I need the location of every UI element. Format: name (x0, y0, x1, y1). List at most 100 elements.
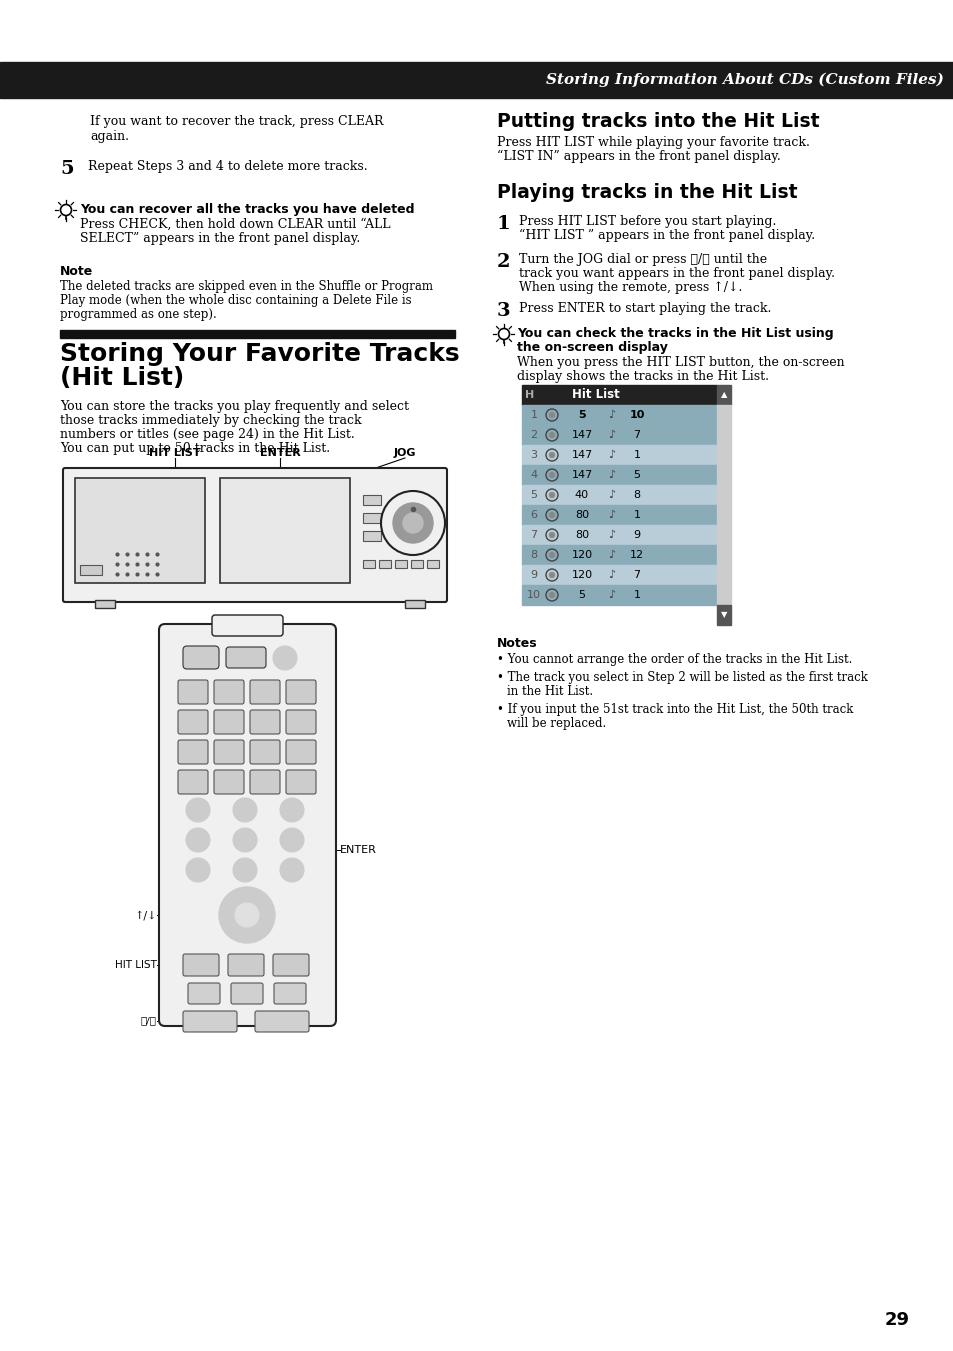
Text: Press HIT LIST while playing your favorite track.: Press HIT LIST while playing your favori… (497, 136, 809, 149)
FancyBboxPatch shape (212, 615, 283, 636)
Bar (521, 526, 717, 544)
FancyBboxPatch shape (254, 1011, 309, 1032)
Text: ♪: ♪ (608, 509, 615, 520)
Bar (521, 544, 717, 565)
Text: Storing Information About CDs (Custom Files): Storing Information About CDs (Custom Fi… (545, 73, 943, 88)
Bar (521, 444, 717, 465)
FancyBboxPatch shape (178, 680, 208, 704)
Text: 2: 2 (530, 430, 537, 440)
Text: 5: 5 (633, 470, 639, 480)
FancyBboxPatch shape (231, 984, 263, 1004)
Text: Storing Your Favorite Tracks: Storing Your Favorite Tracks (60, 342, 459, 366)
FancyBboxPatch shape (250, 740, 280, 765)
Bar (60, 330, 455, 338)
FancyBboxPatch shape (178, 740, 208, 765)
Text: 7: 7 (633, 430, 639, 440)
Text: 147: 147 (571, 470, 592, 480)
Circle shape (280, 828, 304, 852)
Text: HIT LIST: HIT LIST (149, 449, 200, 458)
Text: ⏮/⏭: ⏮/⏭ (141, 1016, 157, 1025)
Text: 120: 120 (571, 550, 592, 561)
Text: Press HIT LIST before you start playing.: Press HIT LIST before you start playing. (518, 215, 776, 228)
Text: Turn the JOG dial or press ⏮/⏭ until the: Turn the JOG dial or press ⏮/⏭ until the (518, 253, 766, 266)
Text: Repeat Steps 3 and 4 to delete more tracks.: Repeat Steps 3 and 4 to delete more trac… (88, 159, 367, 173)
Circle shape (186, 828, 210, 852)
Circle shape (393, 503, 433, 543)
Bar (363, 513, 380, 523)
Circle shape (280, 858, 304, 882)
Text: again.: again. (90, 130, 129, 143)
FancyBboxPatch shape (213, 711, 244, 734)
Text: track you want appears in the front panel display.: track you want appears in the front pane… (518, 267, 834, 280)
FancyBboxPatch shape (273, 954, 309, 975)
Bar (521, 485, 717, 505)
Bar (363, 531, 380, 540)
Text: 3: 3 (530, 450, 537, 459)
Bar (378, 561, 391, 567)
Bar (220, 478, 350, 584)
Bar (717, 405, 730, 426)
Text: 4: 4 (530, 470, 537, 480)
Bar (75, 478, 205, 584)
Text: ENTER: ENTER (339, 844, 376, 855)
Bar (717, 465, 730, 485)
Circle shape (186, 858, 210, 882)
Text: numbers or titles (see page 24) in the Hit List.: numbers or titles (see page 24) in the H… (60, 428, 355, 440)
Text: You can store the tracks you play frequently and select: You can store the tracks you play freque… (60, 400, 409, 413)
Text: ♪: ♪ (608, 409, 615, 420)
Bar (521, 565, 717, 585)
Bar (0, 62, 953, 99)
Text: “HIT LIST ” appears in the front panel display.: “HIT LIST ” appears in the front panel d… (518, 230, 814, 242)
Text: Hit List: Hit List (572, 389, 619, 401)
Circle shape (233, 858, 256, 882)
Text: JOG: JOG (394, 449, 416, 458)
Text: 12: 12 (629, 550, 643, 561)
Circle shape (549, 453, 554, 458)
Text: 1: 1 (633, 450, 639, 459)
FancyBboxPatch shape (286, 740, 315, 765)
Bar (717, 565, 730, 585)
Bar (717, 505, 730, 526)
Text: 7: 7 (633, 570, 639, 580)
Text: display shows the tracks in the Hit List.: display shows the tracks in the Hit List… (517, 370, 768, 382)
Text: 5: 5 (578, 590, 585, 600)
Bar (717, 585, 730, 605)
Bar (405, 600, 424, 608)
Text: 40: 40 (575, 490, 588, 500)
Text: Notes: Notes (497, 638, 537, 650)
Text: ↑/↓: ↑/↓ (134, 911, 157, 920)
Text: 80: 80 (575, 530, 588, 540)
Text: 1: 1 (530, 409, 537, 420)
Circle shape (402, 513, 422, 534)
Text: ▲: ▲ (720, 390, 726, 400)
Bar (521, 465, 717, 485)
Bar (717, 605, 730, 626)
Text: 1: 1 (497, 215, 510, 232)
Bar (717, 526, 730, 544)
Text: You can check the tracks in the Hit List using: You can check the tracks in the Hit List… (517, 327, 833, 340)
FancyBboxPatch shape (286, 770, 315, 794)
Text: 5: 5 (530, 490, 537, 500)
Text: 9: 9 (633, 530, 639, 540)
Bar (363, 494, 380, 505)
Text: 10: 10 (629, 409, 644, 420)
Text: 5: 5 (578, 409, 585, 420)
FancyBboxPatch shape (178, 711, 208, 734)
Text: You can recover all the tracks you have deleted: You can recover all the tracks you have … (80, 203, 414, 216)
Text: 3: 3 (497, 303, 510, 320)
Circle shape (273, 646, 296, 670)
FancyBboxPatch shape (226, 647, 266, 667)
FancyBboxPatch shape (274, 984, 306, 1004)
Text: those tracks immediately by checking the track: those tracks immediately by checking the… (60, 413, 361, 427)
Circle shape (549, 573, 554, 577)
Text: 9: 9 (530, 570, 537, 580)
FancyBboxPatch shape (250, 770, 280, 794)
Text: The deleted tracks are skipped even in the Shuffle or Program: The deleted tracks are skipped even in t… (60, 280, 433, 293)
FancyBboxPatch shape (178, 770, 208, 794)
Circle shape (549, 432, 554, 438)
Circle shape (233, 828, 256, 852)
Text: • If you input the 51st track into the Hit List, the 50th track: • If you input the 51st track into the H… (497, 703, 853, 716)
FancyBboxPatch shape (183, 1011, 236, 1032)
Text: 10: 10 (526, 590, 540, 600)
Text: will be replaced.: will be replaced. (506, 717, 605, 730)
